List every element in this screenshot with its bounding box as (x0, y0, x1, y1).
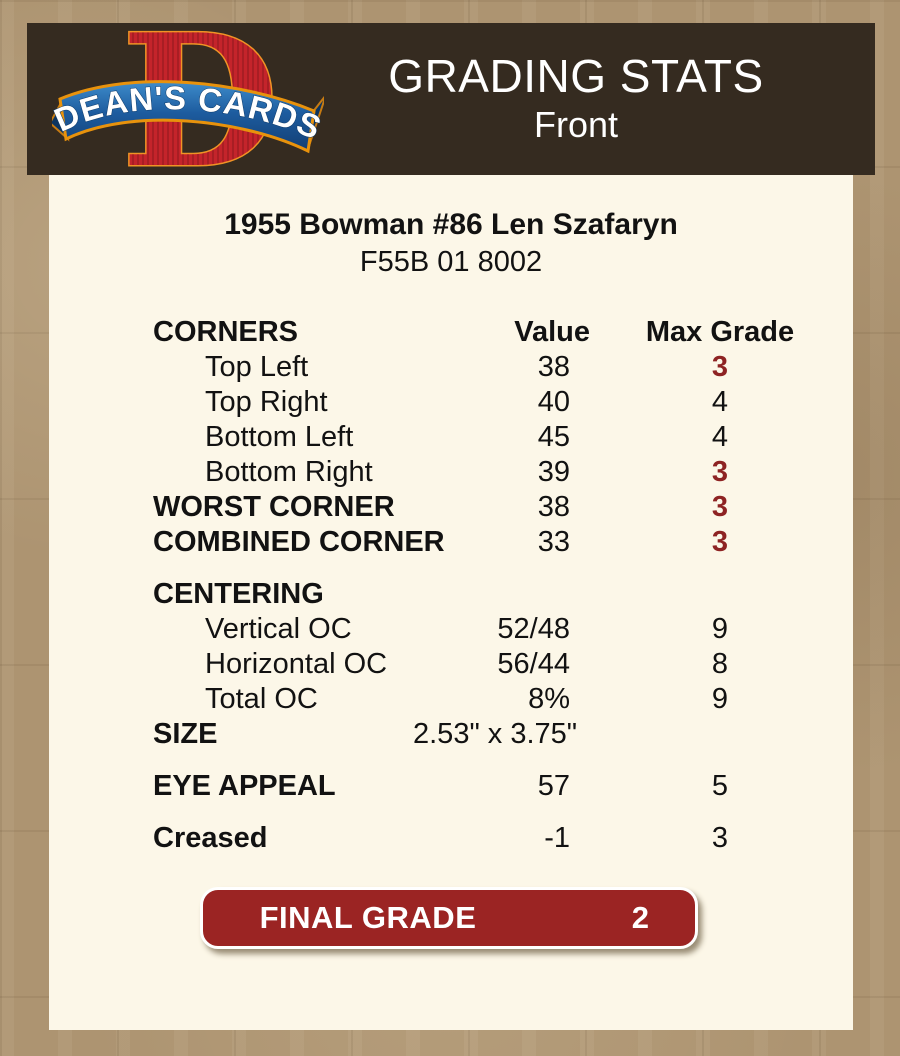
row-top-right: Top Right 40 4 (153, 385, 850, 420)
row-worst-corner: WORST CORNER 38 3 (153, 490, 850, 525)
row-label: Top Right (205, 386, 328, 418)
row-value: 40 (537, 386, 570, 418)
row-label: EYE APPEAL (153, 770, 336, 802)
row-vertical-oc: Vertical OC 52/48 9 (153, 612, 850, 647)
row-max-grade: 3 (711, 491, 729, 523)
row-combined-corner: COMBINED CORNER 33 3 (153, 525, 850, 560)
row-horizontal-oc: Horizontal OC 56/44 8 (153, 647, 850, 682)
row-total-oc: Total OC 8% 9 (153, 682, 850, 717)
column-header-max-grade: Max Grade (645, 316, 795, 348)
row-centering-header: CENTERING (153, 577, 850, 612)
stats-panel: 1955 Bowman #86 Len Szafaryn F55B 01 800… (49, 175, 853, 1030)
page-subtitle: Front (533, 104, 619, 145)
table-header-row: CORNERS Value Max Grade (153, 315, 850, 350)
row-bottom-left: Bottom Left 45 4 (153, 420, 850, 455)
row-label: Creased (153, 822, 268, 854)
row-max-grade: 3 (711, 822, 729, 854)
row-label: Total OC (205, 683, 318, 715)
row-value: 57 (537, 770, 570, 802)
column-header-value: Value (514, 316, 590, 348)
row-eye-appeal: EYE APPEAL 57 5 (153, 769, 850, 804)
row-label: Top Left (205, 351, 309, 383)
row-max-grade: 4 (711, 421, 729, 453)
row-max-grade: 4 (711, 386, 729, 418)
final-grade-label: FINAL GRADE (259, 900, 477, 935)
header-title-block: GRADING STATS Front (317, 23, 835, 148)
row-size: SIZE 2.53" x 3.75" (153, 717, 850, 752)
header-banner: D D DEAN'S CARDS GRADING STATS Front (27, 23, 875, 175)
final-grade-value: 2 (631, 900, 649, 935)
row-label: Horizontal OC (205, 648, 388, 680)
row-value: 52/48 (497, 613, 570, 645)
row-value: 8% (528, 683, 570, 715)
deans-cards-logo: D D DEAN'S CARDS (52, 27, 324, 174)
row-value: 45 (537, 421, 570, 453)
row-label: SIZE (153, 718, 218, 750)
row-max-grade: 9 (711, 683, 729, 715)
card-title: 1955 Bowman #86 Len Szafaryn (224, 208, 678, 241)
row-max-grade: 9 (711, 613, 729, 645)
row-value: 39 (537, 456, 570, 488)
row-label: COMBINED CORNER (153, 526, 445, 558)
row-max-grade: 8 (711, 648, 729, 680)
row-label: Bottom Right (205, 456, 373, 488)
row-max-grade: 3 (711, 526, 729, 558)
row-value: 56/44 (497, 648, 570, 680)
row-max-grade: 5 (711, 770, 729, 802)
final-grade-button[interactable]: FINAL GRADE 2 (200, 887, 698, 949)
row-value: 38 (537, 491, 570, 523)
row-bottom-right: Bottom Right 39 3 (153, 455, 850, 490)
row-label: WORST CORNER (153, 491, 395, 523)
row-top-left: Top Left 38 3 (153, 350, 850, 385)
row-value: -1 (544, 822, 570, 854)
row-max-grade: 3 (711, 456, 729, 488)
column-header-corners: CORNERS (153, 316, 299, 348)
row-creased: Creased -1 3 (153, 821, 850, 856)
page-title: GRADING STATS (388, 50, 764, 102)
row-value: 33 (537, 526, 570, 558)
row-value: 38 (537, 351, 570, 383)
row-value: 2.53" x 3.75" (413, 718, 578, 750)
row-label: Bottom Left (205, 421, 354, 453)
grading-table: CORNERS Value Max Grade Top Left 38 3 To… (153, 315, 850, 856)
row-max-grade: 3 (711, 351, 729, 383)
card-serial-number: F55B 01 8002 (359, 246, 543, 278)
row-label: Vertical OC (205, 613, 352, 645)
row-label: CENTERING (153, 578, 324, 610)
